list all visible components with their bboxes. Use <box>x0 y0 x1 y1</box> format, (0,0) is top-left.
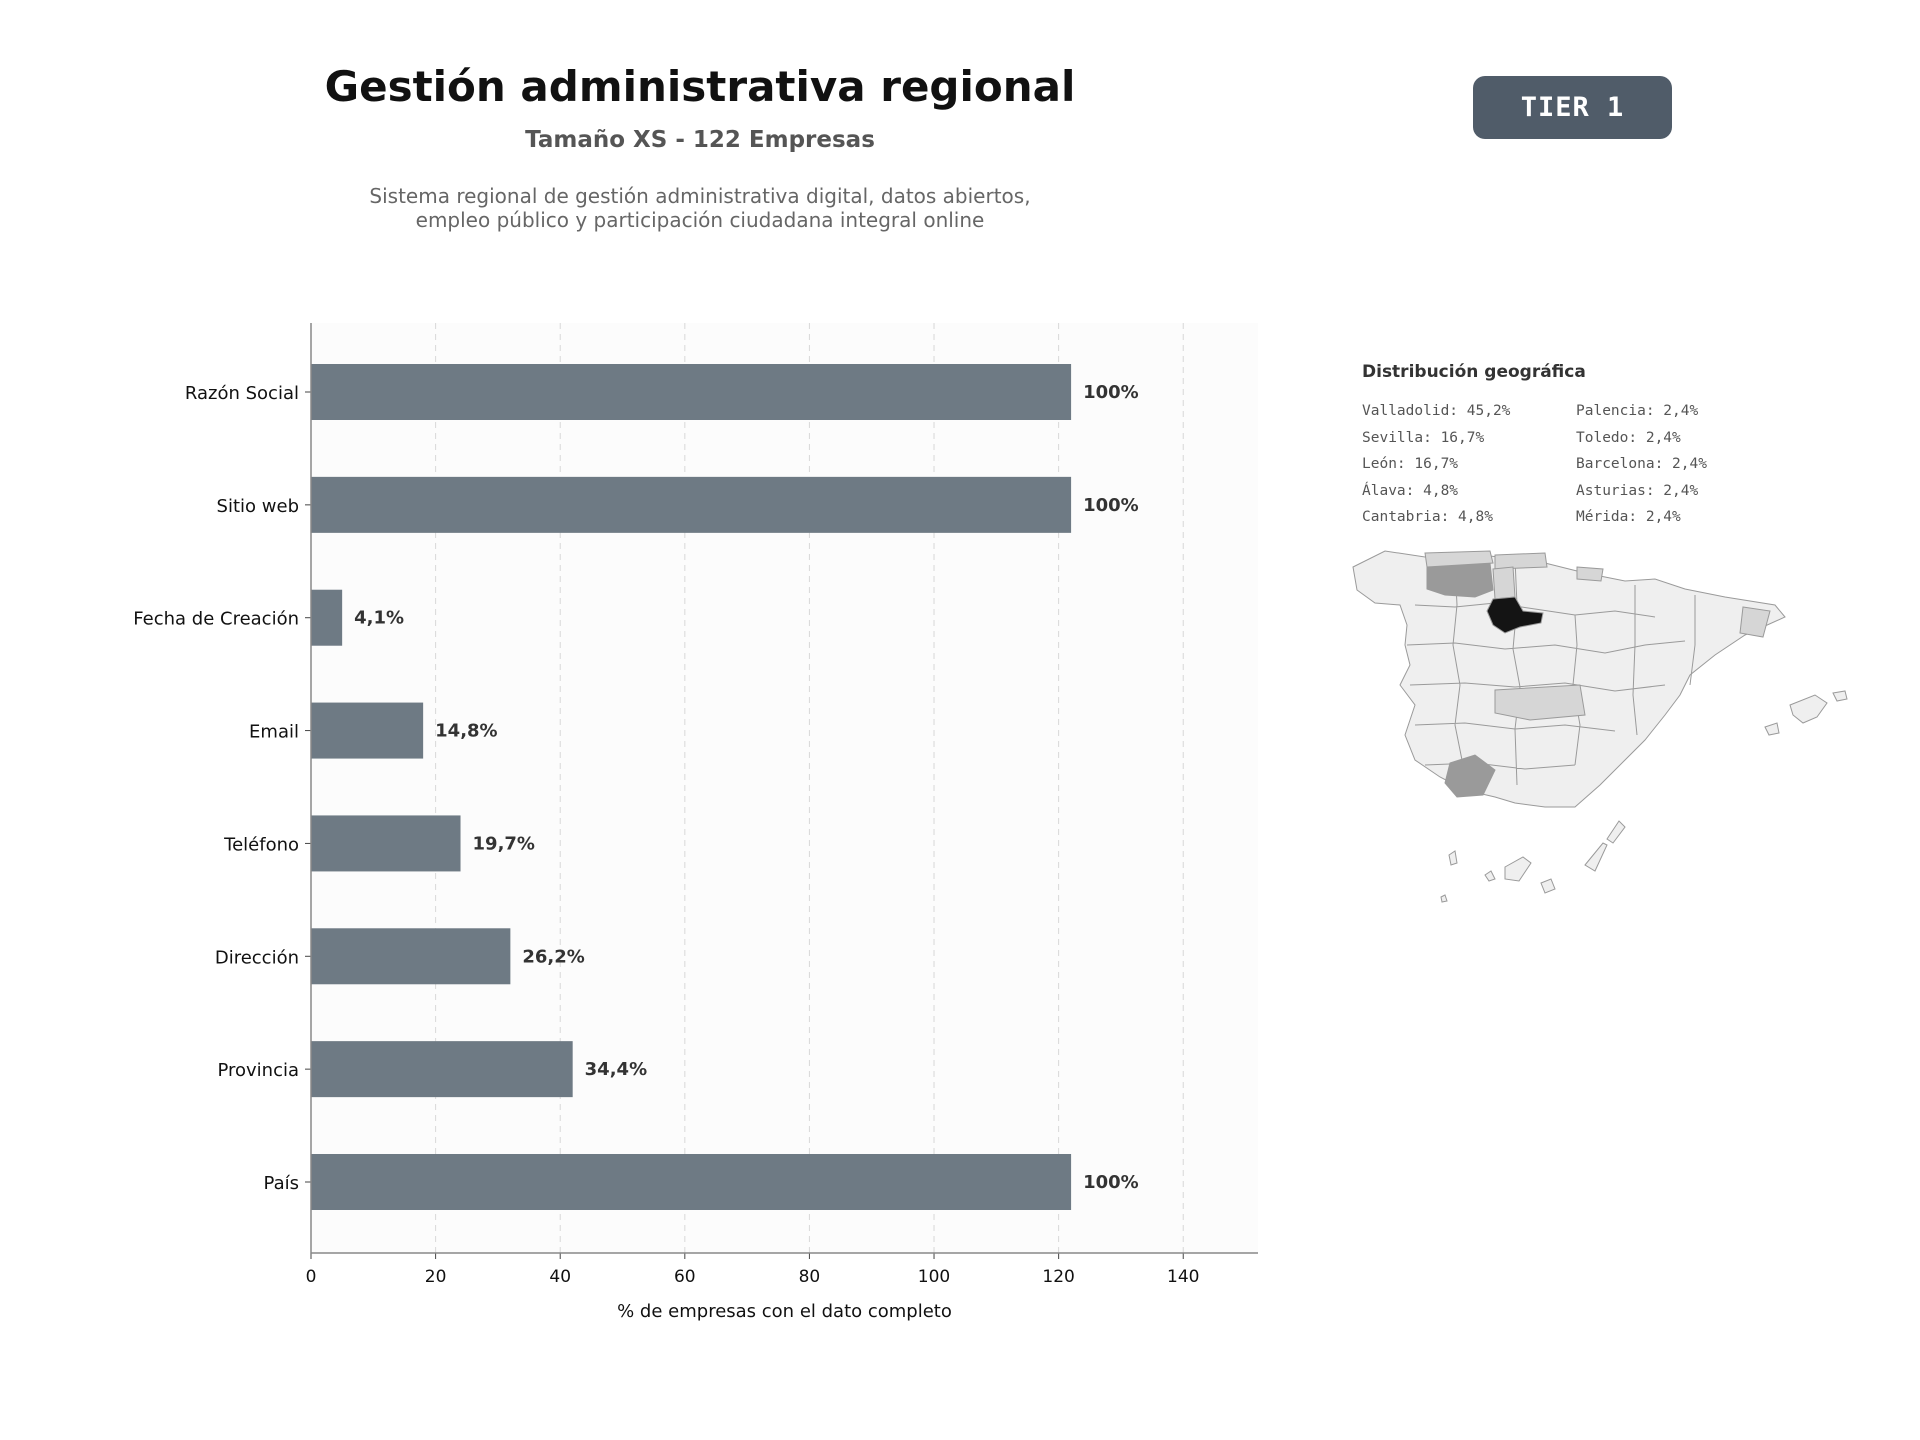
page-description: Sistema regional de gestión administrati… <box>0 184 1400 232</box>
geo-item: Asturias: 2,4% <box>1576 482 1699 499</box>
tier-badge: TIER 1 <box>1473 76 1672 139</box>
region-cantabria <box>1494 552 1548 570</box>
geo-item: Barcelona: 2,4% <box>1576 456 1707 472</box>
canary-islands <box>1584 842 1608 872</box>
bar <box>311 815 461 872</box>
y-tick-label: País <box>264 1173 299 1194</box>
geo-item: Cantabria: 4,8% <box>1362 509 1493 525</box>
y-tick-label: Sitio web <box>217 496 299 517</box>
data-label: 100% <box>1083 495 1139 516</box>
x-tick-label: 20 <box>425 1267 447 1287</box>
x-axis-label: % de empresas con el dato completo <box>617 1301 952 1322</box>
x-tick-label: 120 <box>1042 1267 1074 1287</box>
canary-islands <box>1484 870 1496 882</box>
geo-item: León: 16,7% <box>1362 456 1459 472</box>
x-tick-label: 60 <box>674 1267 696 1287</box>
canary-islands <box>1448 850 1458 866</box>
balearic-islands <box>1789 694 1828 724</box>
x-tick-label: 0 <box>306 1267 317 1287</box>
y-tick-label: Fecha de Creación <box>133 609 299 630</box>
y-tick-label: Razón Social <box>185 383 299 404</box>
region-leon <box>1426 562 1494 598</box>
x-tick-label: 140 <box>1167 1267 1199 1287</box>
balearic-islands <box>1832 690 1848 702</box>
data-label: 26,2% <box>522 946 584 967</box>
region-sevilla <box>1444 754 1496 798</box>
bar <box>311 589 343 646</box>
region-toledo <box>1494 684 1586 721</box>
canary-islands <box>1440 894 1448 903</box>
balearic-islands <box>1764 722 1780 736</box>
region-palencia <box>1492 566 1516 600</box>
region-asturias <box>1424 550 1494 568</box>
bar <box>311 476 1072 533</box>
bar <box>311 702 424 759</box>
data-label: 4,1% <box>354 608 404 629</box>
data-label: 19,7% <box>473 833 535 854</box>
x-tick-label: 40 <box>549 1267 571 1287</box>
region-valladolid <box>1486 596 1544 634</box>
geo-item: Mérida: 2,4% <box>1576 509 1681 525</box>
description-line: empleo público y participación ciudadana… <box>415 208 985 232</box>
geo-item: Sevilla: 16,7% <box>1362 429 1485 446</box>
x-tick-label: 100 <box>918 1267 950 1287</box>
y-tick-label: Teléfono <box>223 834 299 855</box>
y-tick-label: Email <box>249 722 299 743</box>
spain-mainland <box>1352 550 1786 808</box>
y-tick-label: Provincia <box>217 1060 299 1081</box>
geo-item: Valladolid: 45,2% <box>1362 403 1511 419</box>
spain-map-icon <box>1352 550 1848 903</box>
geo-item: Palencia: 2,4% <box>1576 403 1699 419</box>
canary-islands <box>1606 820 1626 844</box>
geo-distribution-list: Valladolid: 45,2% Palencia: 2,4% Sevilla… <box>1362 398 1742 531</box>
bar <box>311 364 1072 420</box>
description-line: Sistema regional de gestión administrati… <box>369 184 1031 208</box>
canary-islands <box>1540 878 1556 894</box>
plot-area <box>311 323 1258 1253</box>
bar <box>311 1041 573 1098</box>
page-subtitle: Tamaño XS - 122 Empresas <box>525 127 875 153</box>
geo-item: Toledo: 2,4% <box>1576 429 1681 446</box>
data-label: 100% <box>1083 1172 1139 1193</box>
region-alava <box>1576 566 1604 582</box>
bar <box>311 928 511 985</box>
x-tick-label: 80 <box>799 1267 821 1287</box>
region-barcelona <box>1739 606 1771 638</box>
page-title: Gestión administrativa regional <box>324 62 1076 111</box>
y-tick-label: Dirección <box>215 947 299 968</box>
geo-title: Distribución geográfica <box>1362 362 1586 382</box>
geo-item: Álava: 4,8% <box>1362 482 1459 499</box>
data-label: 14,8% <box>435 721 497 742</box>
data-label: 34,4% <box>585 1059 647 1080</box>
bar <box>311 1154 1072 1210</box>
data-label: 100% <box>1083 382 1139 403</box>
canary-islands <box>1504 856 1532 882</box>
